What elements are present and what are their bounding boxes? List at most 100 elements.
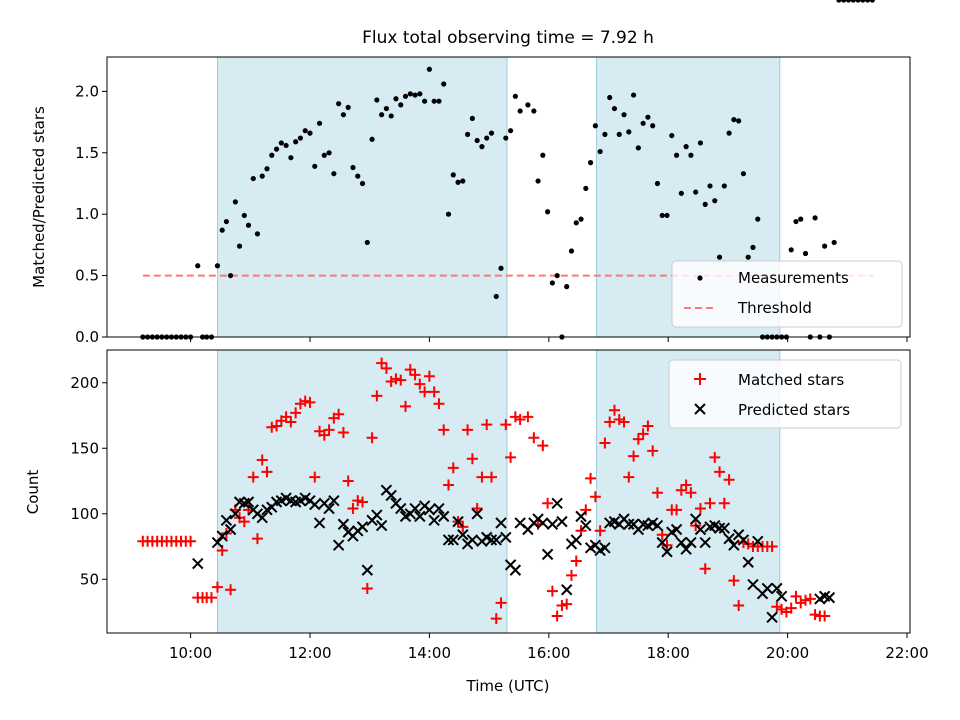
- predicted-star-point: [220, 514, 233, 527]
- measurement-point: [750, 244, 756, 250]
- measurement-point: [219, 227, 225, 233]
- predicted-star-point: [775, 590, 788, 603]
- matched-star-point: [447, 462, 459, 474]
- measurement-point: [535, 178, 541, 184]
- measurement-point: [484, 135, 490, 141]
- measurement-point: [393, 96, 399, 102]
- matched-star-point: [347, 503, 359, 515]
- matched-star-point: [423, 370, 435, 382]
- x-tick-label: 16:00: [527, 644, 570, 662]
- measurement-point: [254, 231, 261, 237]
- matched-star-point: [800, 594, 812, 606]
- measurement-point: [597, 148, 603, 155]
- observing-window-band: [217, 56, 508, 338]
- matched-star-point: [565, 569, 577, 581]
- matched-star-point: [357, 496, 369, 508]
- measurement-point: [669, 132, 675, 139]
- matched-star-point: [704, 497, 716, 509]
- predicted-star-point: [216, 530, 228, 542]
- matched-star-point: [628, 450, 640, 462]
- matched-star-point: [776, 603, 788, 615]
- measurement-point: [326, 150, 332, 156]
- measurement-point: [383, 105, 390, 112]
- predicted-star-point: [752, 535, 764, 547]
- predicted-star-point: [742, 556, 754, 568]
- predicted-star-point: [229, 508, 242, 520]
- measurement-point: [350, 164, 356, 171]
- matched-star-point: [476, 471, 488, 483]
- matched-star-point: [685, 487, 697, 499]
- x-tick-label: 20:00: [766, 644, 809, 662]
- matched-star-point: [613, 413, 625, 425]
- matched-star-point: [795, 597, 807, 609]
- matched-star-point: [266, 421, 278, 433]
- matched-star-point: [385, 375, 397, 387]
- predicted-star-point: [699, 536, 711, 549]
- count-points-layer: [137, 358, 836, 625]
- measurement-point: [664, 212, 670, 219]
- predicted-star-point: [442, 534, 455, 546]
- measurement-point: [841, 0, 847, 3]
- measurement-point: [602, 131, 608, 137]
- measurement-point: [273, 146, 280, 152]
- measurement-point: [195, 263, 201, 269]
- matched-star-point: [771, 601, 783, 613]
- measurement-point: [517, 108, 523, 114]
- measurement-point: [860, 0, 866, 3]
- measurement-point: [716, 254, 723, 260]
- observing-window-band: [217, 349, 508, 634]
- predicted-star-point: [500, 531, 512, 544]
- matched-star-point: [632, 433, 644, 445]
- measurement-point: [455, 179, 461, 185]
- predicted-star-point: [747, 578, 759, 591]
- measurement-point: [630, 92, 637, 98]
- measurement-point: [241, 212, 247, 219]
- matched-star-point: [342, 475, 354, 487]
- measurement-point: [831, 239, 837, 246]
- predicted-star-point: [656, 536, 668, 549]
- measurement-point: [573, 220, 579, 226]
- predicted-star-point: [242, 496, 255, 508]
- measurement-point: [214, 263, 221, 269]
- matched-star-point: [438, 424, 450, 436]
- matched-star-point: [604, 416, 616, 428]
- matched-star-point: [285, 416, 297, 428]
- measurement-point: [369, 136, 375, 142]
- measurement-point: [531, 108, 537, 114]
- matched-star-point: [608, 404, 620, 416]
- measurement-point: [855, 0, 861, 3]
- matched-star-point: [395, 374, 407, 386]
- predicted-star-point: [651, 519, 664, 532]
- measurement-point: [436, 98, 442, 104]
- predicted-star-point: [471, 508, 483, 520]
- matched-star-point: [509, 411, 521, 423]
- measurement-point: [345, 104, 351, 110]
- measurement-point: [683, 144, 689, 150]
- measurement-point: [540, 152, 546, 158]
- measurement-point: [297, 135, 304, 141]
- measurement-point: [445, 211, 452, 217]
- predicted-star-point: [371, 509, 383, 521]
- measurement-point: [422, 98, 428, 104]
- measurement-point: [398, 102, 404, 108]
- matched-star-point: [766, 541, 778, 553]
- measurement-point: [865, 0, 871, 3]
- bottom-y-axis-label: Count: [24, 470, 42, 515]
- measurement-point: [621, 112, 627, 118]
- matched-star-point: [623, 471, 635, 483]
- legend-threshold-label: Threshold: [737, 299, 812, 317]
- measurement-point: [293, 139, 299, 145]
- predicted-star-point: [490, 534, 502, 546]
- measurement-point: [469, 115, 475, 122]
- matched-star-point: [580, 504, 592, 516]
- measurement-point: [659, 212, 665, 219]
- measurement-point: [740, 171, 747, 177]
- top-y-ticks: 0.0 0.5 1.0 1.5 2.0: [75, 82, 107, 346]
- predicted-star-point: [661, 546, 673, 558]
- y-tick-label: 0.0: [75, 328, 99, 346]
- predicted-star-point: [328, 494, 340, 507]
- measurement-point: [836, 0, 842, 3]
- measurement-point: [721, 183, 727, 189]
- matched-star-point: [280, 411, 292, 423]
- predicted-star-point: [761, 582, 774, 595]
